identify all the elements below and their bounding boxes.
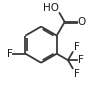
Text: F: F xyxy=(78,55,84,65)
Text: F: F xyxy=(7,49,12,59)
Text: HO: HO xyxy=(43,3,59,13)
Text: O: O xyxy=(78,17,86,27)
Text: F: F xyxy=(74,69,79,79)
Text: F: F xyxy=(74,42,79,52)
